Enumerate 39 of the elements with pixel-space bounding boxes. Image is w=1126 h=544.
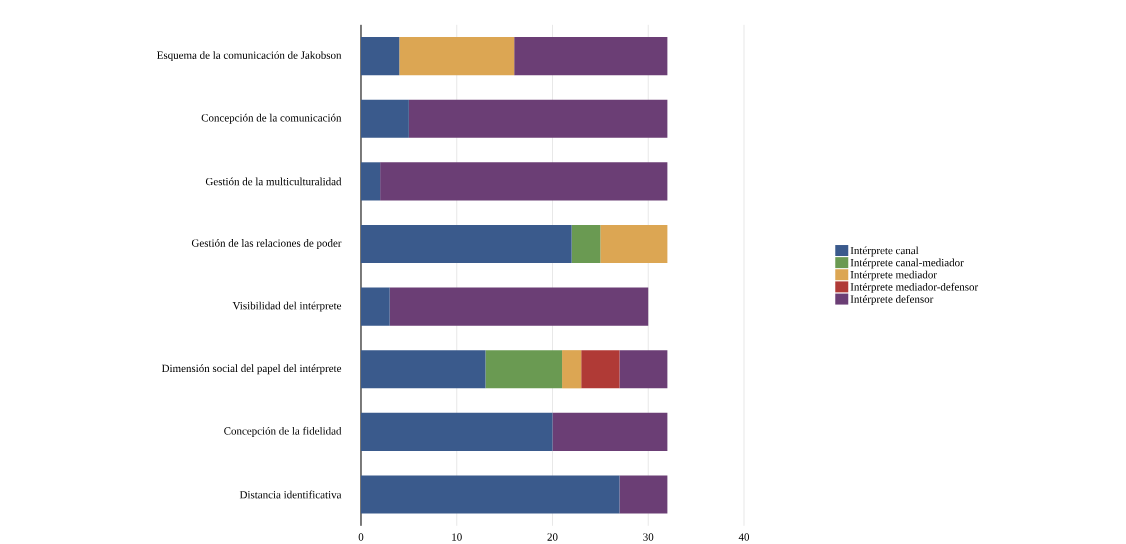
x-tick-label: 10 [452,533,462,541]
bar [514,37,668,76]
x-tick-label: 40 [738,533,750,541]
legend-label: Intérprete canal [850,246,919,257]
x-tick-label: 30 [643,533,654,541]
bar [380,162,668,201]
bar [360,99,409,138]
y-tick-label: Gestión de las relaciones de poder [191,239,342,249]
y-tick-label: Visibilidad del intérprete [232,301,342,312]
bar [619,350,668,389]
bar [581,350,620,389]
bar [571,224,601,264]
bar [360,37,400,76]
bar [389,287,649,326]
bar [360,287,390,326]
y-tick-label: Esquema de la comunicación de Jakobson [157,51,342,62]
bar [360,224,572,264]
x-tick-label: 0 [358,533,364,541]
bar [600,224,668,264]
legend-label: Intérprete mediador [850,270,937,281]
legend-label: Intérprete canal-mediador [850,258,964,269]
legend-label: Intérprete mediador-defensor [850,282,979,293]
bar [562,350,582,389]
bar [360,475,620,514]
bar [360,162,381,201]
bar [399,37,515,76]
y-tick-label: Gestión de la multiculturalidad [205,177,342,186]
y-tick-label: Dimensión social del papel del intérprete [161,364,342,375]
bar [408,99,668,138]
bar [360,412,553,451]
y-tick-label: Distancia identificativa [239,490,342,499]
bar [360,350,486,389]
bar [485,350,563,389]
x-tick-label: 20 [547,533,558,541]
y-tick-label: Concepción de la comunicación [201,113,342,124]
bar [619,475,668,514]
y-tick-label: Concepción de la fidelidad [224,426,342,437]
bar [552,412,668,451]
legend-label: Intérprete defensor [850,294,934,306]
